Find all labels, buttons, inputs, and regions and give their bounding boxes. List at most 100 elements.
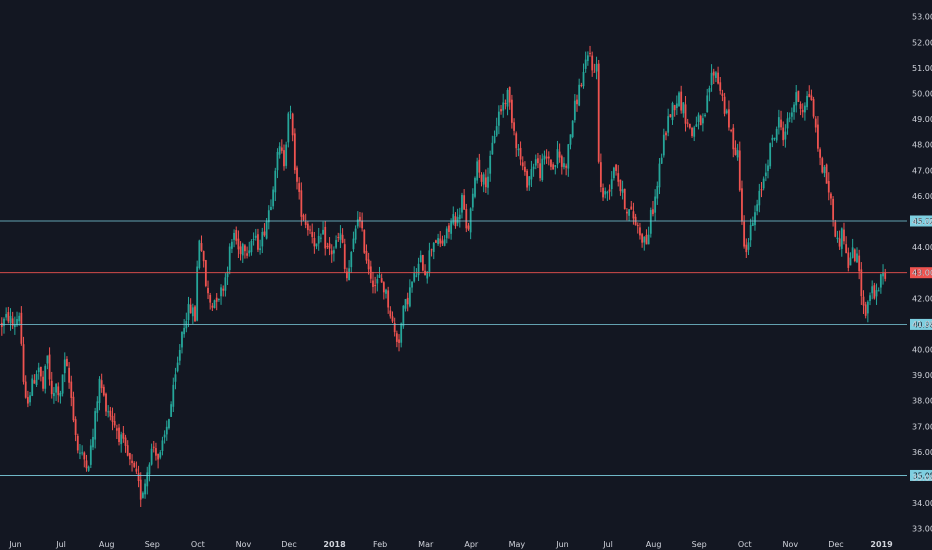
candle-body bbox=[191, 307, 194, 317]
candle-body bbox=[278, 146, 281, 155]
candle-body bbox=[545, 156, 548, 159]
candle-body bbox=[315, 243, 318, 247]
x-tick-label: Jun bbox=[555, 540, 569, 549]
candle-body bbox=[458, 214, 461, 219]
candle-body bbox=[469, 208, 472, 233]
candle-body bbox=[300, 190, 303, 217]
candle-body bbox=[148, 464, 151, 475]
candle-body bbox=[261, 231, 264, 247]
y-tick-label: 48.00 bbox=[912, 141, 932, 150]
candle-body bbox=[662, 134, 665, 156]
candle-body bbox=[708, 88, 711, 93]
candle-body bbox=[400, 323, 403, 343]
candle-body bbox=[862, 296, 865, 306]
candle-body bbox=[686, 122, 689, 124]
x-tick-label: Jun bbox=[8, 540, 22, 549]
candle-body bbox=[649, 209, 652, 234]
candle-body bbox=[13, 324, 16, 328]
candle-body bbox=[105, 393, 107, 412]
candle-body bbox=[580, 84, 583, 86]
candle-body bbox=[165, 426, 168, 435]
candle-body bbox=[582, 71, 585, 87]
candle-body bbox=[233, 232, 235, 240]
candle-body bbox=[382, 282, 385, 293]
candle-body bbox=[0, 322, 3, 327]
candle-body bbox=[413, 272, 416, 282]
candle-body bbox=[836, 237, 839, 240]
candle-body bbox=[688, 123, 691, 128]
candle-body bbox=[235, 229, 238, 241]
candle-body bbox=[37, 367, 40, 373]
candle-body bbox=[764, 172, 767, 177]
candle-body bbox=[246, 253, 248, 256]
y-tick-label: 53.00 bbox=[912, 13, 932, 22]
candle-body bbox=[55, 383, 57, 393]
candle-body bbox=[539, 163, 542, 179]
candle-body bbox=[843, 229, 845, 242]
candle-body bbox=[441, 240, 444, 244]
level-label-box bbox=[910, 267, 932, 279]
y-tick-label: 33.00 bbox=[912, 525, 932, 534]
candle-body bbox=[257, 234, 259, 250]
candle-body bbox=[602, 187, 604, 198]
candle-body bbox=[704, 114, 706, 117]
candle-body bbox=[526, 170, 528, 188]
candle-body bbox=[304, 221, 307, 225]
candle-body bbox=[532, 166, 535, 170]
candle-body bbox=[11, 318, 14, 326]
candle-body bbox=[244, 245, 246, 252]
candle-body bbox=[806, 95, 808, 108]
candle-body bbox=[118, 427, 120, 443]
candle-body bbox=[604, 191, 607, 195]
candle-body bbox=[163, 434, 166, 438]
candle-body bbox=[569, 134, 572, 145]
candle-body bbox=[217, 298, 220, 300]
candle-body bbox=[667, 116, 670, 133]
candle-body bbox=[126, 445, 129, 456]
x-tick-label: Dec bbox=[281, 540, 296, 549]
candle-body bbox=[563, 163, 565, 168]
candle-body bbox=[435, 240, 437, 243]
candle-body bbox=[884, 272, 887, 279]
candle-body bbox=[771, 137, 774, 141]
level-label: 35.08 bbox=[913, 471, 932, 480]
candle-body bbox=[419, 255, 422, 263]
y-tick-label: 38.00 bbox=[912, 397, 932, 406]
candle-body bbox=[187, 303, 190, 321]
level-label-box bbox=[910, 215, 932, 227]
candle-body bbox=[573, 100, 576, 121]
candle-body bbox=[524, 166, 526, 172]
candle-body bbox=[500, 109, 502, 112]
candle-body bbox=[296, 167, 298, 182]
candle-body bbox=[760, 189, 763, 191]
candle-body bbox=[46, 355, 49, 364]
candle-body bbox=[39, 366, 42, 377]
candle-body bbox=[276, 151, 279, 171]
candle-body bbox=[74, 419, 77, 435]
candle-body bbox=[374, 285, 377, 287]
level-label: 45.02 bbox=[913, 217, 932, 226]
candle-body bbox=[450, 221, 453, 234]
candle-body bbox=[465, 209, 468, 229]
candle-body bbox=[133, 462, 136, 467]
candle-body bbox=[773, 137, 776, 139]
candle-body bbox=[122, 433, 125, 439]
candle-body bbox=[224, 277, 227, 291]
candle-body bbox=[669, 114, 672, 118]
candle-body bbox=[131, 460, 133, 464]
candle-body bbox=[758, 190, 761, 206]
candle-body bbox=[152, 446, 155, 448]
candle-body bbox=[326, 245, 329, 247]
candle-body bbox=[174, 374, 177, 382]
x-tick-label: May bbox=[509, 540, 526, 549]
candle-body bbox=[547, 156, 550, 159]
candle-body bbox=[630, 206, 633, 210]
candle-body bbox=[597, 63, 600, 162]
candle-body bbox=[306, 223, 309, 231]
candle-body bbox=[821, 158, 824, 173]
candle-body bbox=[571, 120, 574, 137]
y-tick-label: 51.00 bbox=[912, 64, 932, 73]
candle-body bbox=[408, 287, 411, 307]
candle-body bbox=[619, 179, 622, 192]
candle-body bbox=[734, 147, 737, 155]
